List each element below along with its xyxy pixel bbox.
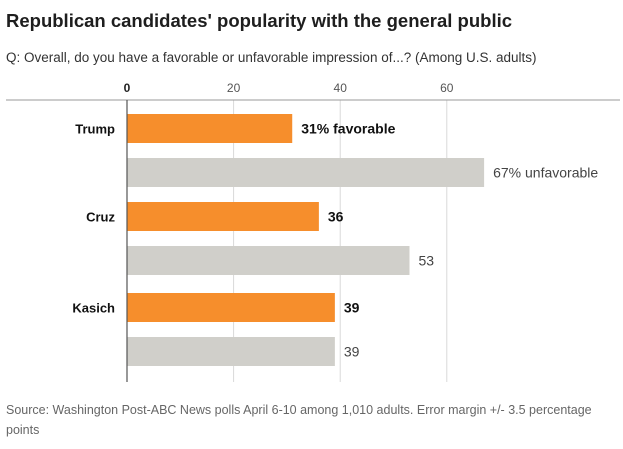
bar-trump-unfavorable — [127, 158, 485, 187]
bar-cruz-unfavorable — [127, 246, 410, 275]
x-tick-label-40: 40 — [334, 81, 348, 95]
x-tick-label-60: 60 — [440, 81, 454, 95]
category-label-cruz: Cruz — [86, 210, 115, 225]
category-label-trump: Trump — [75, 122, 115, 137]
data-label-kasich-unfavorable: 39 — [344, 344, 360, 360]
x-tick-label-20: 20 — [227, 81, 241, 95]
chart-title: Republican candidates' popularity with t… — [6, 10, 513, 31]
data-label-cruz-favorable: 36 — [328, 209, 344, 225]
data-label-cruz-unfavorable: 53 — [418, 253, 434, 269]
category-label-kasich: Kasich — [72, 301, 115, 316]
data-label-trump-favorable: 31% favorable — [301, 121, 395, 137]
bar-trump-favorable — [127, 114, 293, 143]
bar-cruz-favorable — [127, 202, 319, 231]
bar-kasich-unfavorable — [127, 337, 335, 366]
bar-kasich-favorable — [127, 293, 335, 322]
data-label-kasich-favorable: 39 — [344, 300, 360, 316]
source-note: Source: Washington Post-ABC News polls A… — [6, 403, 592, 437]
x-tick-label-0: 0 — [124, 81, 131, 95]
data-label-trump-unfavorable: 67% unfavorable — [493, 165, 598, 181]
chart-subtitle: Q: Overall, do you have a favorable or u… — [6, 50, 537, 65]
